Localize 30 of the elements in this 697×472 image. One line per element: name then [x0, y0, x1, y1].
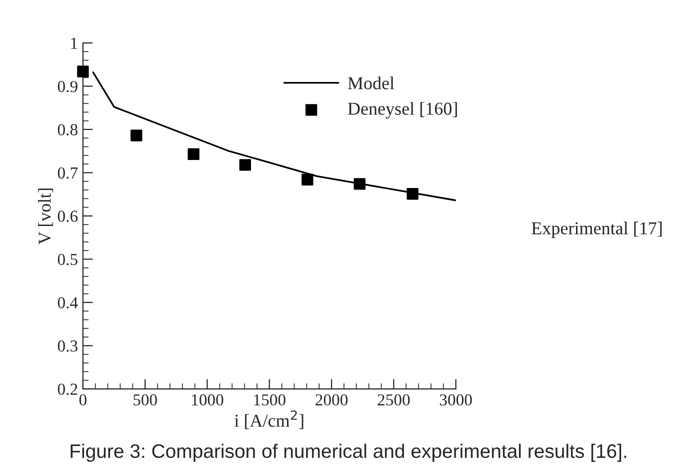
x-axis-title: i [A/cm$^{2}$] — [234, 410, 304, 430]
y-tick-label: 0.9 — [58, 80, 78, 92]
x-tick-label: 1000 — [192, 394, 224, 406]
y-axis-title: V [volt] — [38, 188, 54, 244]
text: Experimental [17] — [532, 222, 662, 238]
x-tick-label: 500 — [134, 394, 157, 406]
y-tick-label: 0.2 — [58, 384, 78, 395]
y-tick-label: 0.5 — [58, 254, 78, 266]
point — [302, 174, 314, 186]
y-tick-label: 1 — [71, 38, 78, 49]
y-tick-label: 0.4 — [58, 297, 78, 308]
x-tick-label: 0 — [79, 394, 86, 406]
point — [354, 178, 366, 190]
point — [188, 148, 200, 160]
y-tick-label: 0.7 — [58, 167, 78, 179]
x-tick-label: 1500 — [254, 394, 286, 406]
point — [77, 66, 89, 78]
x-tick-label: 2500 — [378, 394, 410, 406]
x-tick-label: 3000 — [440, 394, 472, 406]
y-tick-label: 0.8 — [58, 124, 78, 136]
point — [406, 188, 418, 200]
x-tick-label: 2000 — [316, 394, 348, 406]
point — [239, 159, 251, 171]
caption: Figure 3: Comparison of numerical and experimental results [16]. — [70, 444, 626, 462]
y-tick-label: 0.3 — [58, 340, 78, 352]
point — [130, 130, 142, 142]
line-series — [92, 72, 456, 202]
legend-label: Model — [348, 76, 394, 90]
legend-label: Deneysel [160] — [348, 102, 457, 119]
y-tick-label: 0.6 — [58, 210, 78, 222]
